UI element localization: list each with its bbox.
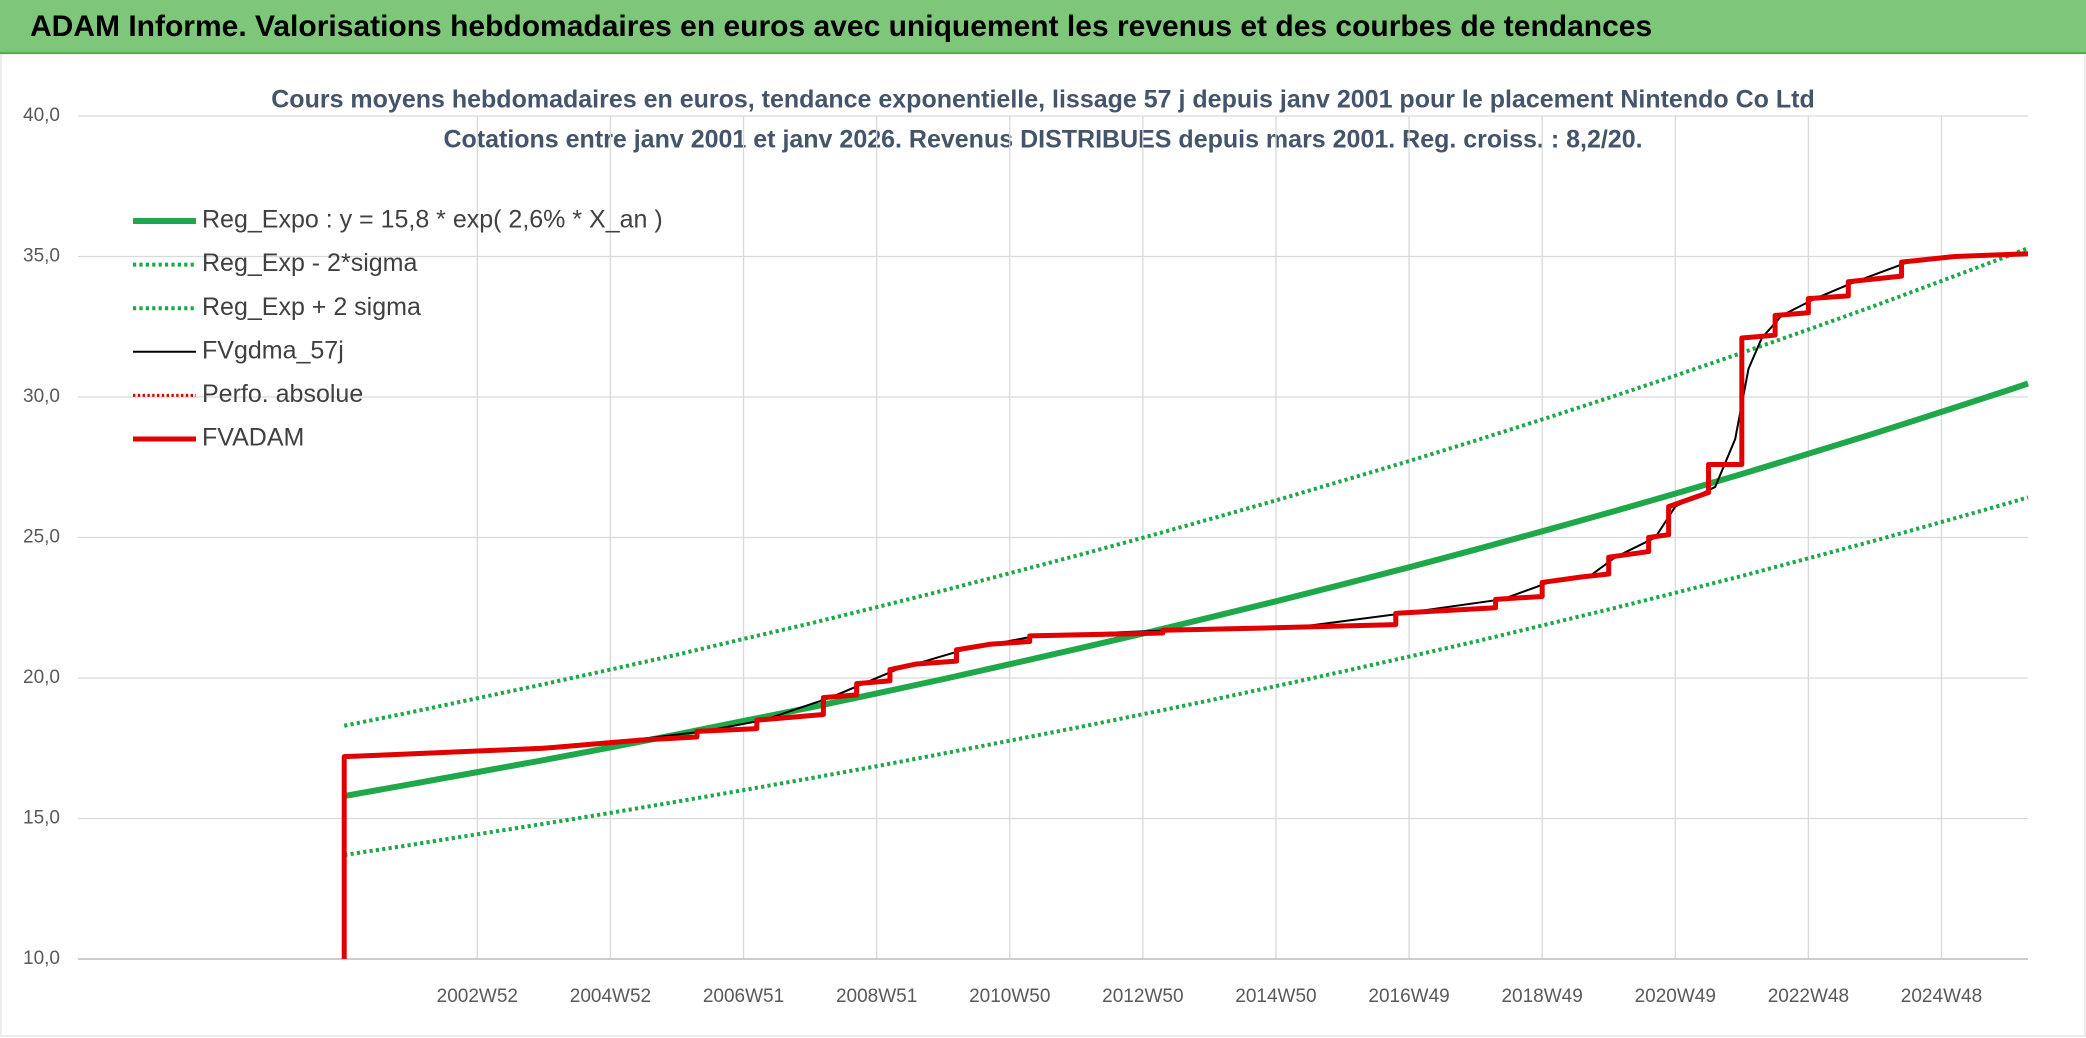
series-line	[343, 380, 2029, 799]
x-tick-label: 2002W52	[437, 986, 518, 1007]
series-line	[343, 495, 2029, 858]
header-bar: ADAM Informe. Valorisations hebdomadaire…	[0, 0, 2086, 54]
x-tick-label: 2004W52	[570, 986, 651, 1007]
x-tick-label: 2024W48	[1901, 986, 1982, 1007]
series-line	[343, 246, 2029, 728]
chart-title: Cours moyens hebdomadaires en euros, ten…	[271, 86, 1814, 114]
header-title: ADAM Informe. Valorisations hebdomadaire…	[30, 10, 1653, 43]
x-tick-label: 2020W49	[1635, 986, 1716, 1007]
y-tick-label: 30,0	[23, 386, 60, 407]
y-tick-label: 25,0	[23, 527, 60, 548]
chart: Cours moyens hebdomadaires en euros, ten…	[0, 54, 2086, 1037]
x-tick-label: 2016W49	[1368, 986, 1449, 1007]
x-tick-label: 2018W49	[1501, 986, 1582, 1007]
legend-label: Reg_Exp - 2*sigma	[202, 249, 417, 277]
x-tick-label: 2022W48	[1768, 986, 1849, 1007]
x-tick-label: 2014W50	[1235, 986, 1316, 1007]
x-tick-label: 2006W51	[703, 986, 784, 1007]
series-line	[341, 251, 2029, 959]
chart-subtitle: Cotations entre janv 2001 et janv 2026. …	[443, 126, 1642, 154]
legend-label: FVADAM	[202, 424, 304, 452]
y-tick-label: 20,0	[23, 667, 60, 688]
y-tick-label: 15,0	[23, 808, 60, 829]
x-tick-label: 2010W50	[969, 986, 1050, 1007]
legend-label: Reg_Expo : y = 15,8 * exp( 2,6% * X_an )	[202, 206, 663, 234]
legend-label: FVgdma_57j	[202, 336, 344, 364]
legend-label: Reg_Exp + 2 sigma	[202, 293, 421, 321]
y-tick-label: 35,0	[23, 246, 60, 267]
y-tick-label: 40,0	[23, 105, 60, 126]
y-tick-label: 10,0	[23, 948, 60, 969]
chart-frame	[0, 54, 2086, 1037]
x-tick-label: 2012W50	[1102, 986, 1183, 1007]
legend-label: Perfo. absolue	[202, 380, 363, 408]
x-tick-label: 2008W51	[836, 986, 917, 1007]
